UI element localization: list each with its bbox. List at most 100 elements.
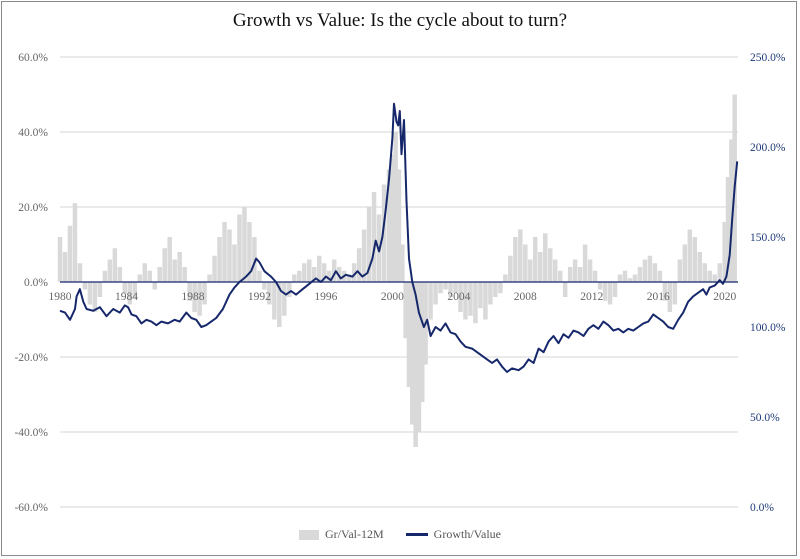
bar-15: [132, 282, 138, 297]
bar-0: [57, 237, 63, 282]
bar-17: [142, 263, 147, 282]
x-tick-0: 1980: [49, 291, 72, 303]
bar-31: [212, 255, 217, 282]
bar-33: [222, 222, 227, 282]
bar-37: [242, 207, 247, 282]
bar-19: [152, 282, 157, 290]
bar-1: [62, 252, 68, 282]
bar-120: [637, 267, 643, 282]
bar-84: [458, 282, 463, 312]
bar-30: [207, 274, 212, 282]
legend-label-line: Growth/Value: [433, 527, 501, 541]
bar-100: [538, 252, 543, 282]
bar-51: [312, 267, 317, 282]
bar-49: [302, 263, 307, 282]
bar-21: [162, 248, 167, 282]
bar-74: [413, 282, 418, 447]
bar-65: [381, 184, 387, 282]
left-tick-4: 20.0%: [18, 202, 48, 214]
bar-133: [702, 263, 708, 282]
growth-value-line: [59, 102, 739, 373]
bar-79: [433, 282, 438, 305]
bar-54: [326, 270, 332, 282]
right-axis-ticks: 0.0% 50.0% 100.0% 150.0% 200.0% 250.0%: [750, 52, 786, 514]
bar-11: [112, 248, 118, 282]
bar-93: [503, 274, 508, 282]
bar-60: [356, 248, 362, 282]
right-tick-1: 50.0%: [750, 412, 780, 424]
x-tick-5: 2000: [381, 291, 404, 303]
legend-swatch-line: [405, 533, 428, 536]
bar-45: [282, 282, 287, 316]
bar-42: [267, 282, 272, 305]
x-tick-4: 1996: [314, 291, 337, 303]
bar-96: [518, 229, 523, 282]
bar-18: [147, 270, 152, 282]
bar-82: [448, 282, 453, 297]
bar-92: [498, 282, 503, 294]
bar-130: [687, 229, 693, 282]
bar-87: [473, 282, 478, 324]
bar-115: [612, 282, 618, 297]
bar-58: [346, 274, 352, 282]
legend-label-bars: Gr/Val-12M: [325, 527, 384, 541]
bar-114: [607, 282, 613, 305]
bar-41: [262, 282, 267, 290]
left-tick-3: 0.0%: [24, 277, 48, 289]
gridlines: [60, 56, 738, 508]
x-tick-8: 2012: [580, 291, 603, 303]
bar-68: [393, 132, 398, 282]
bar-9: [102, 270, 108, 282]
bar-131: [692, 237, 698, 282]
bar-121: [642, 259, 648, 282]
bar-series-gr-val-12m: [57, 94, 737, 447]
bar-47: [292, 274, 297, 282]
bar-67: [390, 154, 395, 282]
bar-76: [420, 282, 425, 402]
bar-94: [508, 255, 513, 282]
bar-7: [92, 282, 98, 312]
bar-129: [682, 244, 688, 282]
left-tick-0: -60.0%: [14, 502, 48, 514]
left-axis-ticks: -60.0% -40.0% -20.0% 0.0% 20.0% 40.0% 60.0%: [14, 52, 48, 514]
chart-title: Growth vs Value: Is the cycle about to t…: [232, 10, 568, 31]
bar-122: [647, 255, 653, 282]
bar-112: [597, 282, 603, 290]
bar-134: [707, 270, 712, 282]
bar-119: [632, 274, 638, 282]
x-tick-10: 2020: [713, 291, 736, 303]
bar-13: [122, 282, 128, 294]
bar-75: [416, 282, 422, 432]
bar-53: [321, 263, 327, 282]
bar-5: [82, 282, 88, 290]
bar-86: [468, 282, 473, 316]
bar-117: [622, 270, 628, 282]
bar-104: [557, 270, 563, 282]
bar-127: [672, 282, 678, 305]
bar-81: [443, 282, 448, 290]
bar-8: [97, 282, 103, 297]
bar-3: [72, 203, 78, 282]
bar-22: [167, 237, 172, 282]
bar-63: [371, 192, 377, 282]
x-tick-2: 1988: [181, 291, 204, 303]
x-tick-3: 1992: [248, 291, 271, 303]
bar-43: [272, 282, 277, 320]
bar-118: [627, 278, 633, 282]
right-tick-5: 250.0%: [750, 52, 786, 64]
bar-48: [297, 270, 302, 282]
bar-52: [316, 255, 322, 282]
bar-124: [657, 270, 663, 282]
x-tick-9: 2016: [647, 291, 670, 303]
bar-103: [552, 259, 558, 282]
bar-28: [197, 282, 202, 316]
bar-123: [652, 263, 658, 282]
bar-95: [513, 237, 518, 282]
bar-71: [403, 282, 408, 339]
right-tick-0: 0.0%: [750, 502, 774, 514]
bar-16: [137, 274, 143, 282]
right-tick-4: 200.0%: [750, 142, 786, 154]
bar-38: [247, 222, 252, 282]
bar-62: [366, 207, 372, 282]
legend-swatch-bars: [299, 529, 319, 540]
